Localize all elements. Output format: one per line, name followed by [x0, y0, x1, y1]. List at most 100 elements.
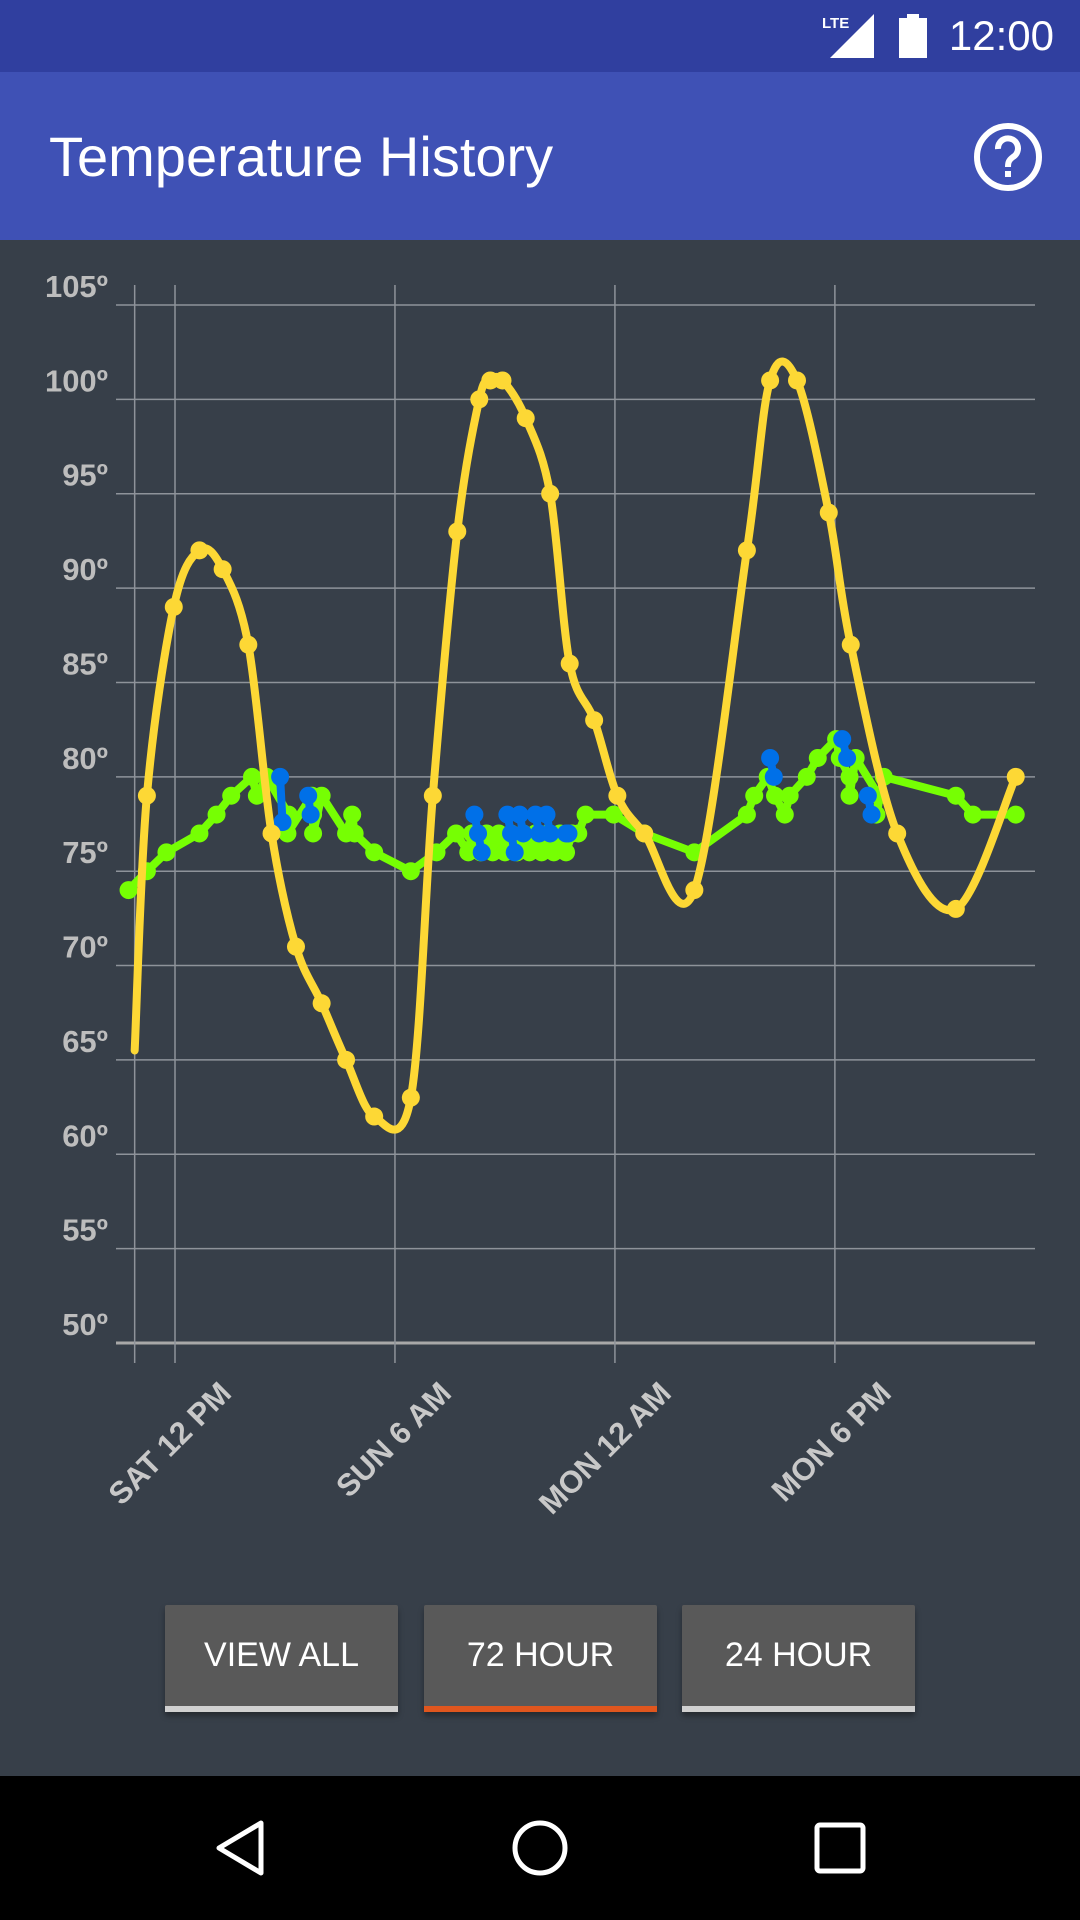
range-button-label: 72 HOUR	[466, 1636, 615, 1674]
yellow-data-point	[493, 371, 512, 390]
x-tick-label: SUN 6 AM	[329, 1375, 458, 1504]
blue-data-point	[761, 748, 780, 767]
blue-data-point	[559, 824, 578, 843]
back-icon[interactable]	[211, 1818, 271, 1878]
y-tick-label: 105º	[45, 269, 108, 304]
green-data-point	[946, 786, 965, 805]
blue-data-point	[764, 767, 783, 786]
green-data-point	[775, 805, 794, 824]
green-series-line	[124, 735, 1020, 895]
app-bar: Temperature History	[0, 72, 1080, 240]
yellow-data-point	[312, 994, 331, 1013]
x-tick-label: MON 12 AM	[532, 1375, 678, 1521]
blue-data-point	[271, 767, 290, 786]
green-data-point	[247, 786, 266, 805]
green-data-point	[557, 843, 576, 862]
yellow-data-point	[448, 522, 467, 541]
green-data-point	[343, 805, 362, 824]
blue-data-point	[299, 786, 318, 805]
yellow-data-point	[337, 1050, 356, 1069]
yellow-data-point	[262, 824, 281, 843]
y-tick-label: 100º	[45, 363, 108, 398]
yellow-data-point	[137, 786, 156, 805]
green-data-point	[242, 767, 261, 786]
green-data-point	[576, 805, 595, 824]
y-tick-label: 75º	[62, 835, 108, 870]
green-data-point	[840, 786, 859, 805]
y-tick-label: 65º	[62, 1024, 108, 1059]
green-data-point	[119, 881, 138, 900]
home-icon[interactable]	[510, 1818, 570, 1878]
yellow-series-line	[130, 357, 1020, 1134]
yellow-data-point	[470, 390, 489, 409]
x-tick-label: MON 6 PM	[765, 1375, 898, 1508]
y-tick-label: 70º	[62, 930, 108, 965]
blue-data-point	[541, 824, 560, 843]
green-data-point	[222, 786, 241, 805]
battery-icon	[899, 14, 927, 58]
y-tick-label: 90º	[62, 552, 108, 587]
recents-icon[interactable]	[810, 1818, 870, 1878]
yellow-data-point	[401, 1088, 420, 1107]
yellow-data-point	[635, 824, 654, 843]
x-tick-label: SAT 12 PM	[102, 1375, 238, 1511]
green-data-point	[745, 786, 764, 805]
green-data-point	[1006, 805, 1025, 824]
status-bar: LTE 12:00	[0, 0, 1080, 72]
yellow-data-point	[787, 371, 806, 390]
yellow-data-point	[560, 654, 579, 673]
green-data-point	[840, 767, 859, 786]
active-indicator	[424, 1706, 657, 1712]
network-label: LTE	[822, 15, 849, 32]
green-data-point	[401, 862, 420, 881]
yellow-data-point	[164, 597, 183, 616]
green-data-point	[808, 748, 827, 767]
green-data-point	[447, 824, 466, 843]
temperature-chart: 105º 100º 95º 90º 85º 80º 75º 70º 65º 60º 55º 50º S…	[45, 269, 1035, 1521]
green-data-point	[207, 805, 226, 824]
blue-data-point	[862, 805, 881, 824]
blue-data-point	[465, 805, 484, 824]
page-title: Temperature History	[49, 125, 554, 188]
y-tick-label: 50º	[62, 1307, 108, 1342]
blue-data-point	[514, 824, 533, 843]
yellow-data-point	[888, 824, 907, 843]
y-tick-label: 95º	[62, 458, 108, 493]
yellow-data-point	[737, 541, 756, 560]
yellow-data-point	[239, 635, 258, 654]
yellow-data-point	[761, 371, 780, 390]
inactive-indicator	[682, 1706, 915, 1712]
yellow-data-point	[685, 881, 704, 900]
lte-signal-icon: LTE	[822, 14, 874, 58]
blue-data-point	[537, 805, 556, 824]
green-data-point	[345, 824, 364, 843]
y-tick-label: 60º	[62, 1118, 108, 1153]
green-data-point	[312, 786, 331, 805]
green-data-point	[797, 767, 816, 786]
range-button-view-all[interactable]: VIEW ALL	[165, 1605, 398, 1712]
green-data-point	[304, 824, 323, 843]
range-button-72-hour[interactable]: 72 HOUR	[424, 1605, 657, 1712]
yellow-data-point	[585, 711, 604, 730]
y-tick-label: 55º	[62, 1213, 108, 1248]
blue-data-point	[510, 805, 529, 824]
green-data-point	[766, 786, 785, 805]
range-button-24-hour[interactable]: 24 HOUR	[682, 1605, 915, 1712]
yellow-data-point	[946, 899, 965, 918]
yellow-data-point	[365, 1107, 384, 1126]
yellow-data-point	[516, 409, 535, 428]
yellow-data-point	[841, 635, 860, 654]
inactive-indicator	[165, 1706, 398, 1712]
clock: 12:00	[948, 12, 1054, 59]
green-data-point	[604, 805, 623, 824]
blue-data-point	[469, 824, 488, 843]
yellow-data-point	[190, 541, 209, 560]
blue-data-point	[301, 805, 320, 824]
green-data-point	[365, 843, 384, 862]
blue-data-point	[838, 748, 857, 767]
range-button-label: VIEW ALL	[204, 1636, 359, 1674]
green-data-point	[963, 805, 982, 824]
help-circle-icon[interactable]	[972, 121, 1044, 193]
yellow-data-point	[541, 484, 560, 503]
green-data-point	[780, 786, 799, 805]
